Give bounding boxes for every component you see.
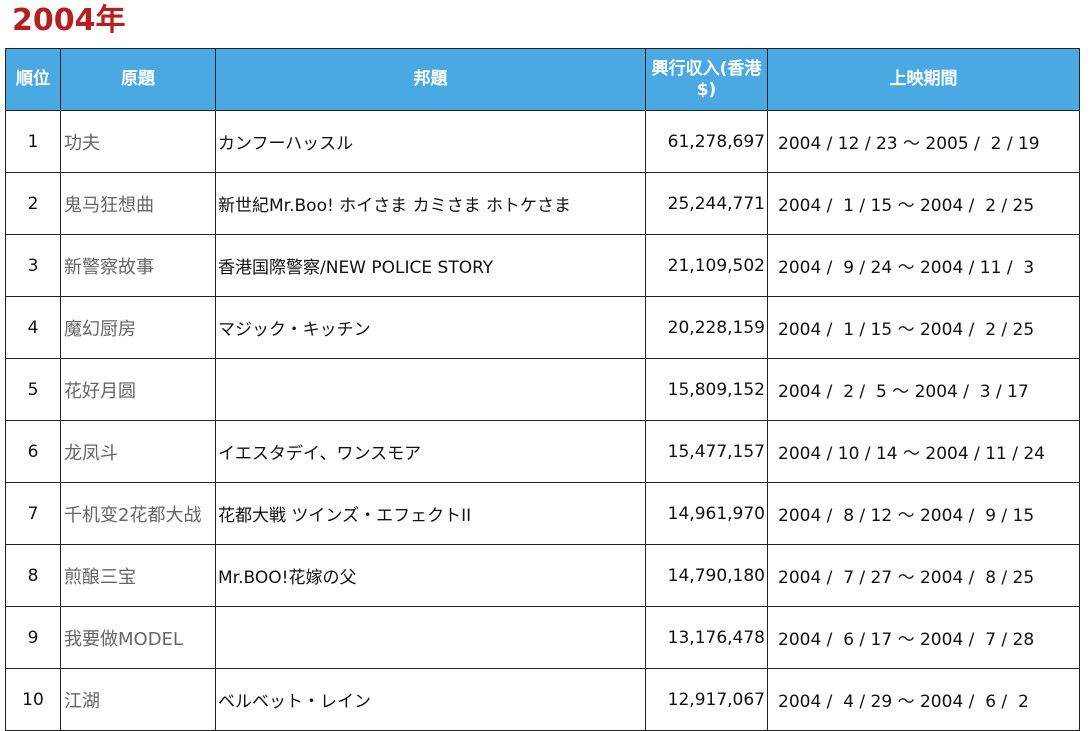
gross-cell: 12,917,067 xyxy=(645,668,768,731)
period-cell: 2004 / 2 / 5 ～ 2004 / 3 / 17 xyxy=(767,358,1080,421)
table-row: 4 魔幻厨房 マジック・キッチン 20,228,159 2004 / 1 / 1… xyxy=(5,296,1080,359)
japanese-title-cell xyxy=(215,358,646,421)
box-office-table: 順位 原題 邦題 興行収入(香港$) 上映期間 1 功夫 カンフーハッスル 61… xyxy=(5,48,1080,731)
page-title: 2004年 xyxy=(12,3,126,38)
japanese-title-cell: 香港国際警察/NEW POLICE STORY xyxy=(215,234,646,297)
rank-cell: 5 xyxy=(5,358,61,421)
table-row: 9 我要做MODEL 13,176,478 2004 / 6 / 17 ～ 20… xyxy=(5,606,1080,669)
table-row: 6 龙凤斗 イエスタデイ、ワンスモア 15,477,157 2004 / 10 … xyxy=(5,420,1080,483)
period-cell: 2004 / 12 / 23 ～ 2005 / 2 / 19 xyxy=(767,110,1080,173)
header-gross: 興行収入(香港$) xyxy=(645,48,768,111)
gross-cell: 20,228,159 xyxy=(645,296,768,359)
original-title-cell: 龙凤斗 xyxy=(60,420,216,483)
table-row: 10 江湖 ベルベット・レイン 12,917,067 2004 / 4 / 29… xyxy=(5,668,1080,731)
table-row: 5 花好月圆 15,809,152 2004 / 2 / 5 ～ 2004 / … xyxy=(5,358,1080,421)
rank-cell: 4 xyxy=(5,296,61,359)
rank-cell: 10 xyxy=(5,668,61,731)
period-cell: 2004 / 8 / 12 ～ 2004 / 9 / 15 xyxy=(767,482,1080,545)
japanese-title-cell: 新世紀Mr.Boo! ホイさま カミさま ホトケさま xyxy=(215,172,646,235)
original-title-cell: 花好月圆 xyxy=(60,358,216,421)
japanese-title-cell: イエスタデイ、ワンスモア xyxy=(215,420,646,483)
period-cell: 2004 / 7 / 27 ～ 2004 / 8 / 25 xyxy=(767,544,1080,607)
table-row: 7 千机变2花都大战 花都大戦 ツインズ・エフェクトII 14,961,970 … xyxy=(5,482,1080,545)
period-cell: 2004 / 6 / 17 ～ 2004 / 7 / 28 xyxy=(767,606,1080,669)
original-title-cell: 江湖 xyxy=(60,668,216,731)
period-cell: 2004 / 4 / 29 ～ 2004 / 6 / 2 xyxy=(767,668,1080,731)
period-cell: 2004 / 1 / 15 ～ 2004 / 2 / 25 xyxy=(767,296,1080,359)
gross-cell: 14,961,970 xyxy=(645,482,768,545)
period-cell: 2004 / 9 / 24 ～ 2004 / 11 / 3 xyxy=(767,234,1080,297)
gross-cell: 15,809,152 xyxy=(645,358,768,421)
original-title-cell: 煎酿三宝 xyxy=(60,544,216,607)
gross-cell: 13,176,478 xyxy=(645,606,768,669)
gross-cell: 14,790,180 xyxy=(645,544,768,607)
rank-cell: 6 xyxy=(5,420,61,483)
original-title-cell: 魔幻厨房 xyxy=(60,296,216,359)
japanese-title-cell: ベルベット・レイン xyxy=(215,668,646,731)
original-title-cell: 鬼马狂想曲 xyxy=(60,172,216,235)
gross-cell: 25,244,771 xyxy=(645,172,768,235)
table-row: 3 新警察故事 香港国際警察/NEW POLICE STORY 21,109,5… xyxy=(5,234,1080,297)
japanese-title-cell: カンフーハッスル xyxy=(215,110,646,173)
table-row: 8 煎酿三宝 Mr.BOO!花嫁の父 14,790,180 2004 / 7 /… xyxy=(5,544,1080,607)
header-rank: 順位 xyxy=(5,48,61,111)
japanese-title-cell: Mr.BOO!花嫁の父 xyxy=(215,544,646,607)
rank-cell: 9 xyxy=(5,606,61,669)
gross-cell: 21,109,502 xyxy=(645,234,768,297)
gross-cell: 15,477,157 xyxy=(645,420,768,483)
original-title-cell: 我要做MODEL xyxy=(60,606,216,669)
japanese-title-cell: 花都大戦 ツインズ・エフェクトII xyxy=(215,482,646,545)
rank-cell: 2 xyxy=(5,172,61,235)
rank-cell: 3 xyxy=(5,234,61,297)
header-period: 上映期間 xyxy=(767,48,1080,111)
rank-cell: 1 xyxy=(5,110,61,173)
table-row: 2 鬼马狂想曲 新世紀Mr.Boo! ホイさま カミさま ホトケさま 25,24… xyxy=(5,172,1080,235)
japanese-title-cell xyxy=(215,606,646,669)
header-original-title: 原題 xyxy=(60,48,216,111)
original-title-cell: 新警察故事 xyxy=(60,234,216,297)
japanese-title-cell: マジック・キッチン xyxy=(215,296,646,359)
original-title-cell: 千机变2花都大战 xyxy=(60,482,216,545)
gross-cell: 61,278,697 xyxy=(645,110,768,173)
table-row: 1 功夫 カンフーハッスル 61,278,697 2004 / 12 / 23 … xyxy=(5,110,1080,173)
original-title-cell: 功夫 xyxy=(60,110,216,173)
period-cell: 2004 / 1 / 15 ～ 2004 / 2 / 25 xyxy=(767,172,1080,235)
period-cell: 2004 / 10 / 14 ～ 2004 / 11 / 24 xyxy=(767,420,1080,483)
rank-cell: 8 xyxy=(5,544,61,607)
rank-cell: 7 xyxy=(5,482,61,545)
table-header-row: 順位 原題 邦題 興行収入(香港$) 上映期間 xyxy=(5,48,1080,111)
header-japanese-title: 邦題 xyxy=(215,48,646,111)
